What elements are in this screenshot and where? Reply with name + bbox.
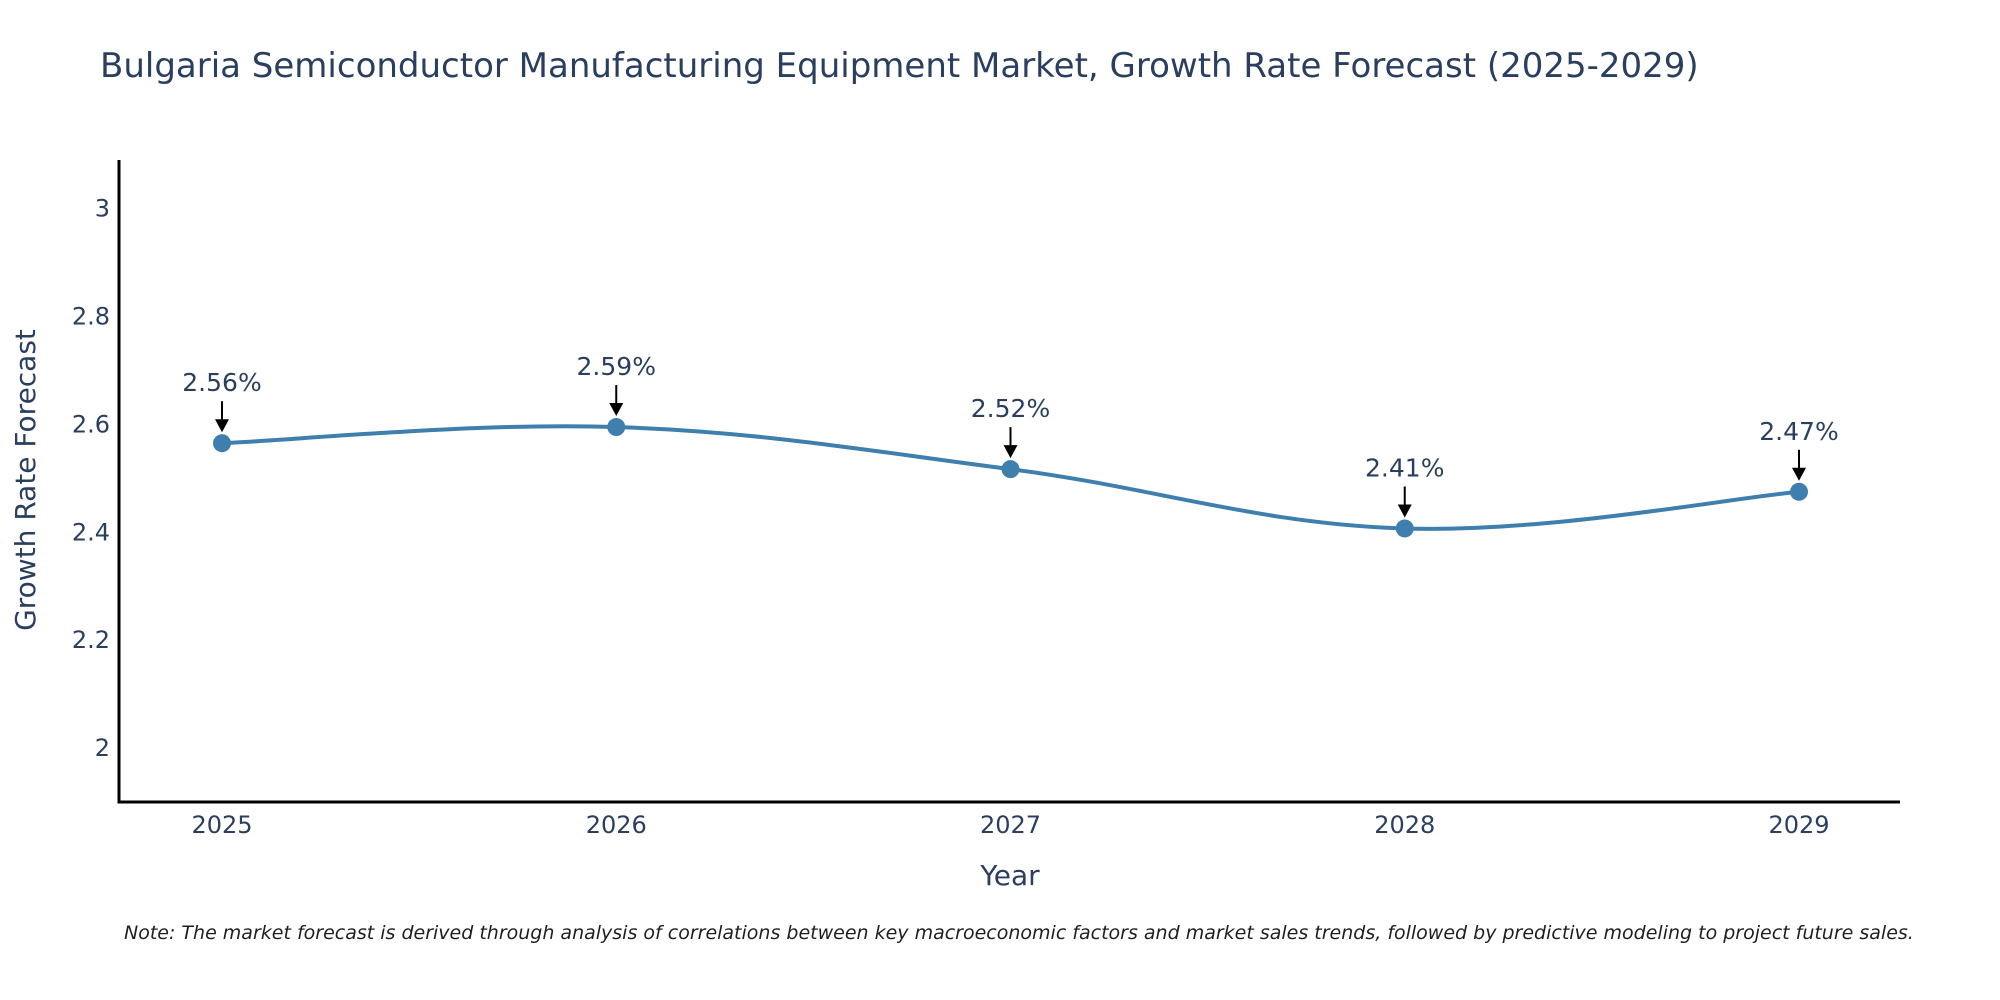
data-label-2029: 2.47% (1759, 417, 1838, 446)
data-point-2029 (1790, 482, 1808, 501)
data-label-2026: 2.59% (577, 352, 656, 381)
annotation-arrow-head (609, 403, 624, 417)
data-label-2028: 2.41% (1365, 453, 1444, 482)
x-tick-label: 2027 (980, 811, 1041, 839)
annotation-arrow-head (1397, 504, 1412, 518)
chart-note: Note: The market forecast is derived thr… (124, 922, 1914, 944)
x-axis-title: Year (979, 859, 1040, 892)
x-axis-ticks: 2025 2026 2027 2028 2029 (191, 811, 1829, 839)
x-tick-label: 2028 (1374, 811, 1435, 839)
data-label-2025: 2.56% (182, 368, 261, 397)
data-points (213, 418, 1808, 538)
data-label-2027: 2.52% (971, 394, 1050, 423)
y-axis-title: Growth Rate Forecast (9, 329, 42, 631)
x-tick-label: 2025 (191, 811, 252, 839)
data-point-2026 (607, 418, 626, 437)
y-axis-ticks: 2 2.2 2.4 2.6 2.8 3 (72, 195, 110, 762)
y-tick-label: 2 (95, 734, 110, 762)
x-tick-label: 2029 (1768, 811, 1829, 839)
annotation-arrow-head (1003, 445, 1018, 459)
y-tick-label: 2.2 (72, 626, 110, 654)
data-point-2027 (1001, 460, 1020, 479)
y-tick-label: 3 (95, 195, 110, 223)
chart-title: Bulgaria Semiconductor Manufacturing Equ… (100, 46, 1699, 86)
y-tick-label: 2.8 (72, 302, 110, 330)
y-tick-label: 2.4 (72, 518, 110, 546)
data-annotations: 2.56% 2.59% 2.52% 2.41% 2.47% (182, 352, 1839, 518)
data-point-2025 (213, 434, 231, 453)
y-tick-label: 2.6 (72, 410, 110, 438)
x-tick-label: 2026 (586, 811, 647, 839)
data-point-2028 (1395, 519, 1414, 538)
annotation-arrow-head (215, 419, 229, 433)
annotation-arrow-head (1792, 467, 1806, 481)
